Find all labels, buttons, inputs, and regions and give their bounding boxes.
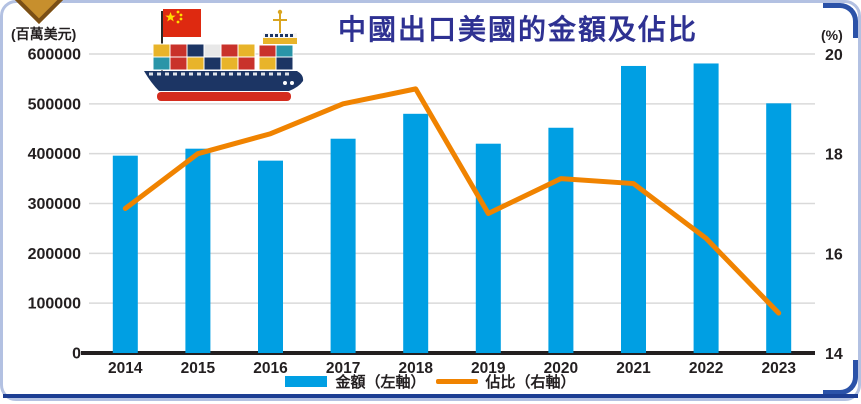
legend-item-amount: 金額（左軸） [285,371,426,392]
left-axis-tick-label: 200000 [28,246,81,263]
chart-title: 中國出口美國的金額及佔比 [337,15,698,46]
left-axis-tick-label: 0 [72,346,81,363]
bar-2019 [475,143,501,353]
bar-2018 [403,113,429,353]
amount-bar-swatch [285,375,328,387]
x-axis-label-2016: 2016 [253,360,288,377]
left-axis-tick-label: 500000 [28,96,81,113]
ship-hull [144,71,304,101]
container-stack [152,43,256,71]
legend-label-share: 佔比（右軸） [485,373,576,391]
bar-2014 [112,155,138,353]
bar-2022 [693,63,719,354]
bar-2020 [548,127,574,354]
left-axis-tick-label: 400000 [28,146,81,163]
share-line [122,86,782,316]
left-axis-unit-label: (百萬美元) [11,26,77,42]
left-axis-tick-label: 600000 [28,47,81,64]
left-axis-tick-label: 300000 [28,196,81,213]
flag-pole [161,11,163,71]
right-axis-tick-label: 18 [825,147,843,164]
bar-2015 [185,148,211,353]
x-axis-label-2019: 2019 [471,360,506,377]
share-line-swatch [435,378,478,384]
left-axis-tick-label: 100000 [28,296,81,313]
bar-2016 [258,160,283,353]
bar-2017 [330,138,356,353]
china-flag-icon [163,9,201,37]
right-axis-unit-label: (%) [821,27,843,43]
x-axis-label-2015: 2015 [181,360,216,377]
x-axis-label-2017: 2017 [326,360,360,377]
ship-base [157,92,291,101]
x-axis-label-2023: 2023 [761,360,796,377]
x-axis-label-2022: 2022 [689,360,723,377]
cargo-ship-icon [144,9,304,101]
chart-legend: 金額（左軸） 佔比（右軸） [3,371,858,391]
right-axis-tick-label: 20 [825,47,843,64]
x-axis-label-2018: 2018 [398,360,433,377]
x-axis-label-2021: 2021 [616,360,651,377]
bottom-blue-bar [3,394,858,398]
legend-label-amount: 金額（左軸） [335,373,426,391]
x-axis-label-2014: 2014 [108,360,143,377]
right-axis-tick-label: 14 [825,346,843,363]
x-axis-label-2020: 2020 [544,360,578,377]
legend-item-share: 佔比（右軸） [435,371,576,392]
right-axis-tick-label: 16 [825,246,843,263]
combo-chart: 600000 20 500000 400000 18 300000 200000 16 1000… [28,47,843,378]
bar-2021 [621,65,646,354]
ship-bridge [258,9,297,71]
